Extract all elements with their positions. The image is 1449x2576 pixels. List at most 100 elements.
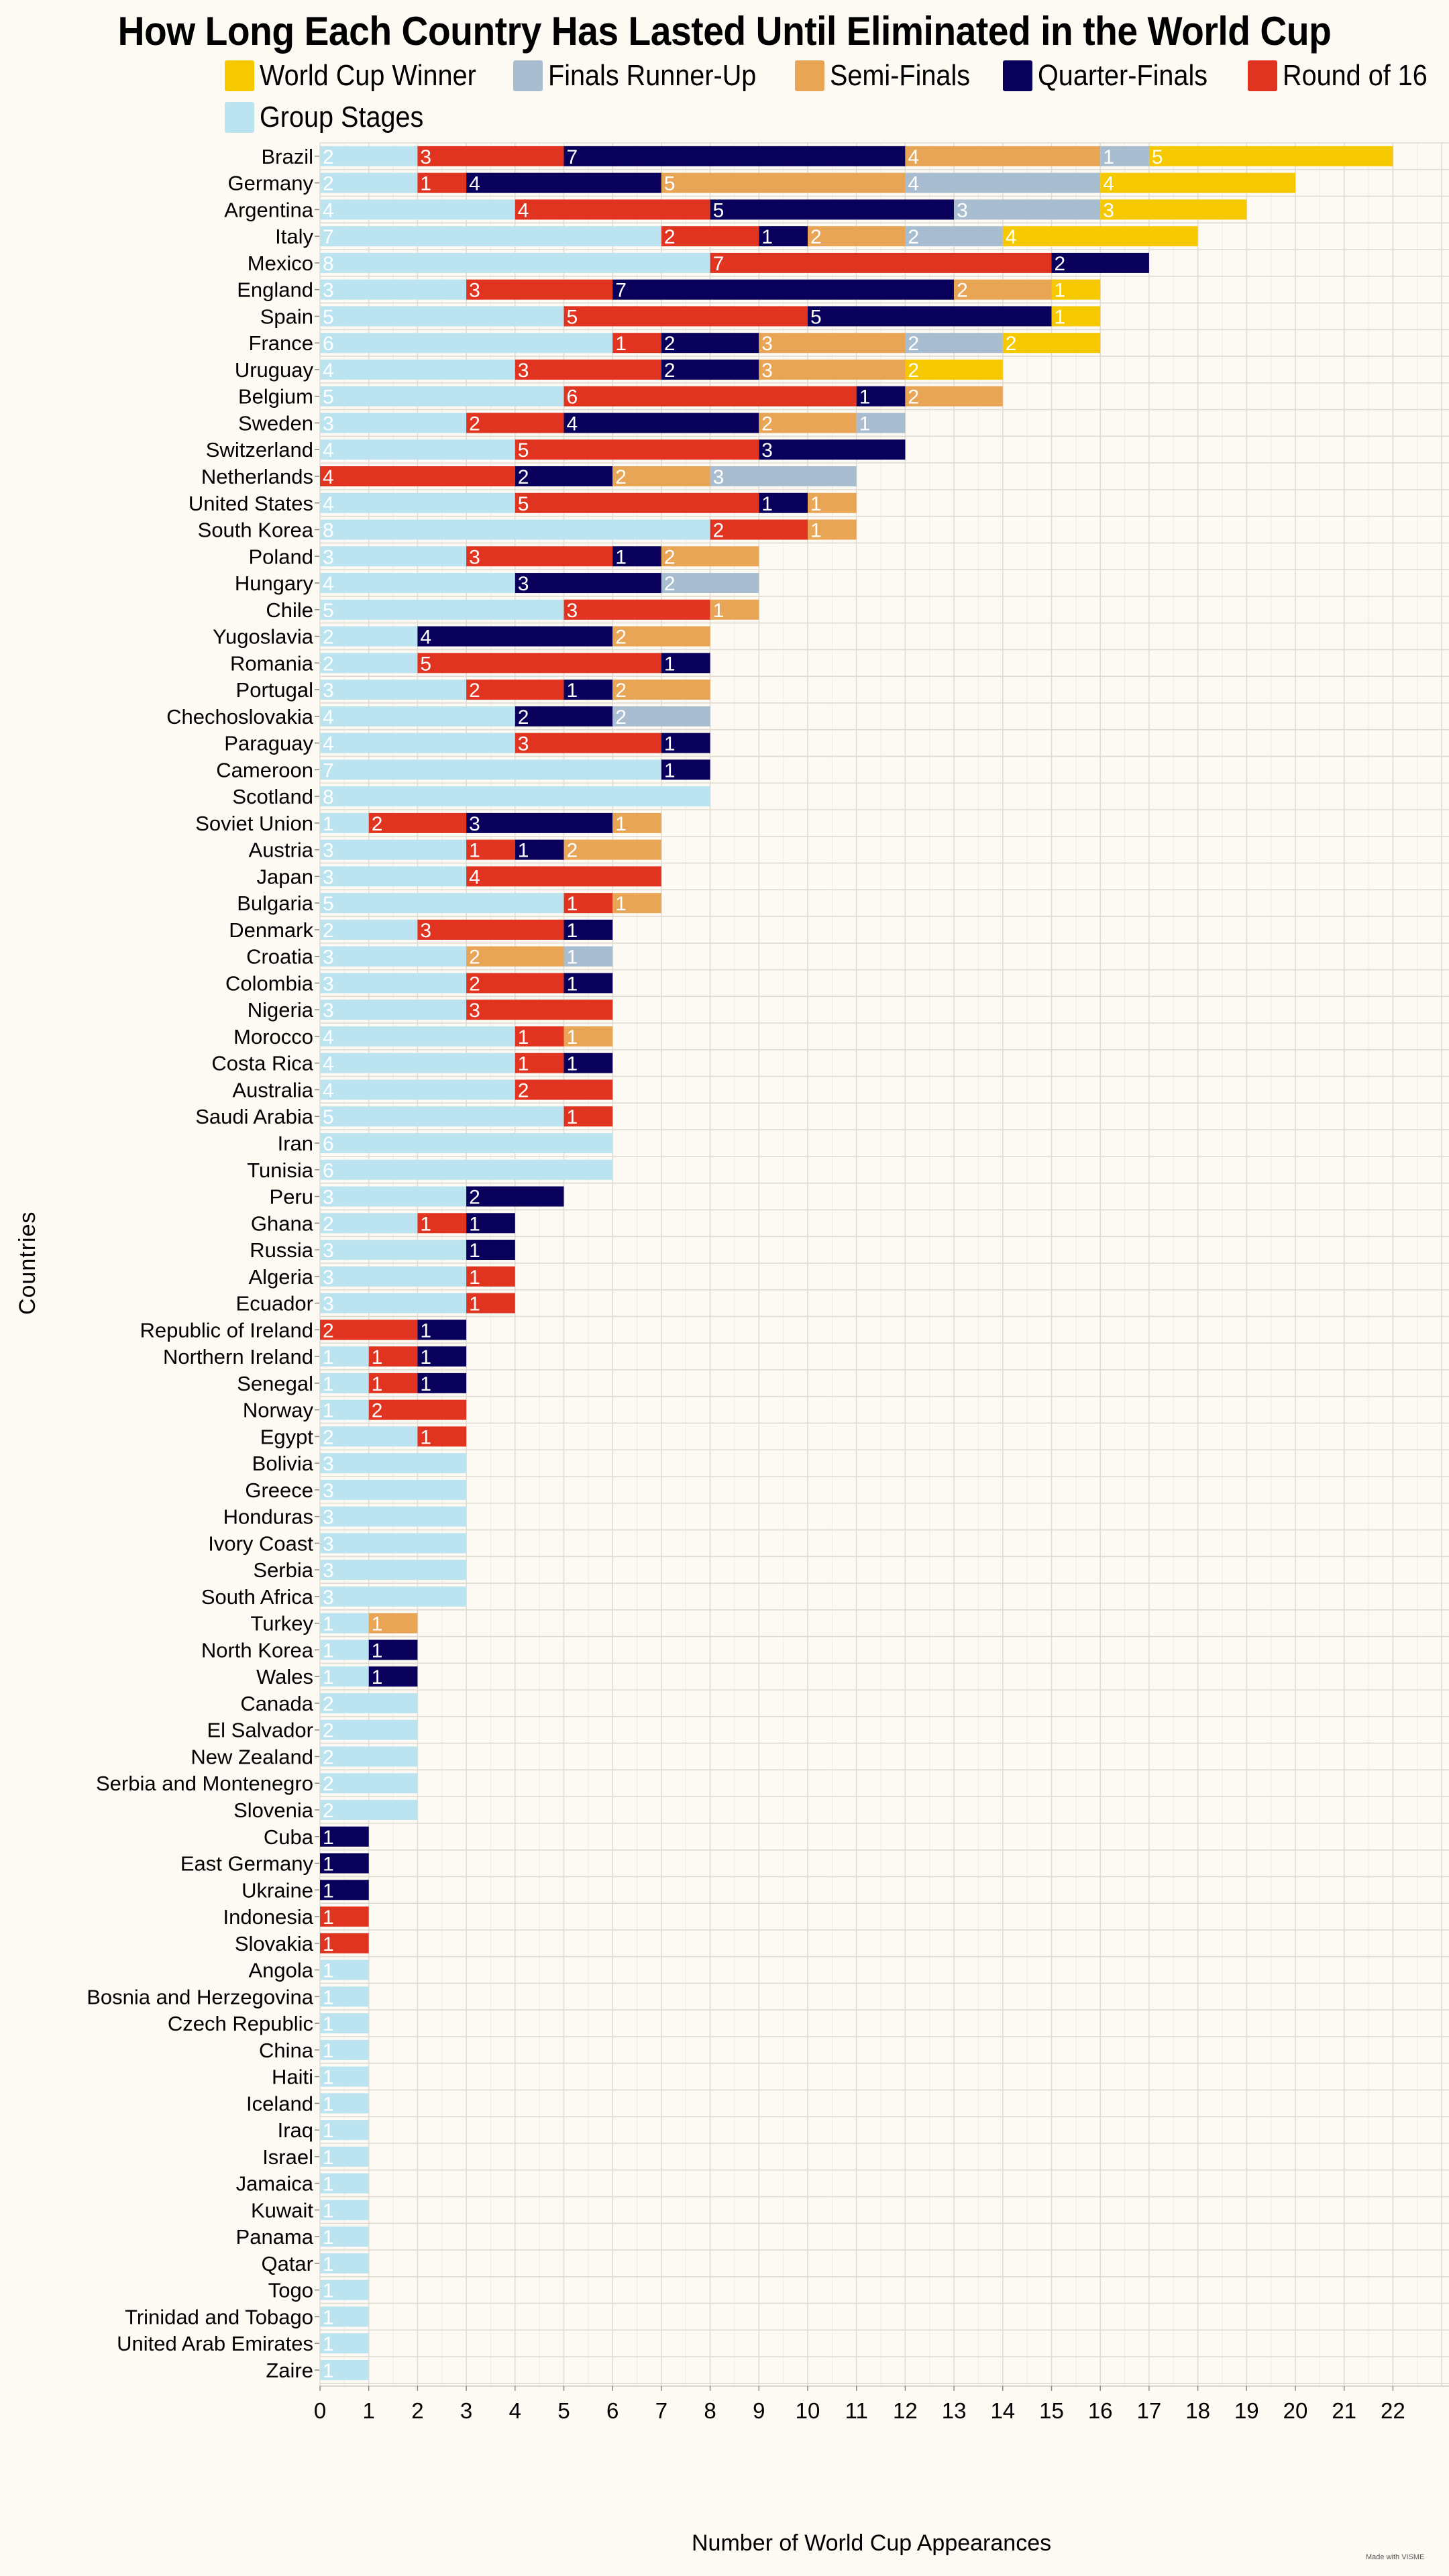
bar-data-label: 4 — [323, 466, 334, 488]
bar-data-label: 2 — [469, 680, 480, 702]
bar-segment-group — [320, 2120, 369, 2141]
bar-data-label: 3 — [469, 280, 480, 302]
bar-segment-qf — [564, 413, 759, 433]
bar-segment-group — [320, 626, 418, 647]
bar-data-label: 3 — [323, 1267, 334, 1289]
y-tick-label: Saudi Arabia — [195, 1105, 314, 1128]
x-axis-title: Number of World Cup Appearances — [692, 2530, 1052, 2556]
y-tick-label: Portugal — [236, 678, 313, 702]
x-tick-label: 1 — [363, 2398, 375, 2423]
bar-data-label: 3 — [323, 680, 334, 702]
bar-data-label: 3 — [957, 199, 968, 221]
bar-segment-group — [320, 1640, 369, 1660]
y-tick-label: Russia — [250, 1238, 314, 1262]
x-tick-label: 3 — [460, 2398, 472, 2423]
bar-segment-qf — [515, 466, 613, 486]
bar-data-label: 1 — [323, 2333, 334, 2355]
bar-segment-sf — [759, 413, 857, 433]
bar-segment-r16 — [466, 413, 564, 433]
bar-segment-qf — [515, 839, 564, 860]
bar-segment-r16 — [466, 1266, 515, 1287]
bar-data-label: 2 — [469, 973, 480, 995]
bar-segment-r16 — [515, 1026, 564, 1046]
bar-segment-group — [320, 2333, 369, 2354]
bar-data-label: 1 — [323, 1346, 334, 1368]
bar-data-label: 1 — [372, 1666, 383, 1688]
bar-data-label: 8 — [323, 253, 334, 275]
bar-segment-win — [1148, 146, 1393, 166]
bar-segment-group — [320, 893, 564, 914]
y-tick-label: Brazil — [261, 145, 313, 168]
bar-segment-r16 — [515, 492, 759, 513]
y-tick-label: Paraguay — [224, 732, 313, 755]
bar-data-label: 2 — [323, 1213, 334, 1235]
y-tick-label: Scotland — [232, 785, 313, 808]
bar-data-label: 2 — [372, 813, 383, 835]
bar-segment-qf — [466, 812, 613, 833]
bar-segment-ru — [856, 413, 906, 433]
bar-segment-group — [320, 172, 418, 193]
bar-data-label: 1 — [615, 813, 627, 835]
x-tick-label: 20 — [1283, 2398, 1308, 2423]
x-tick-label: 12 — [893, 2398, 918, 2423]
bar-data-label: 1 — [664, 759, 676, 782]
x-tick-label: 14 — [990, 2398, 1015, 2423]
bar-segment-r16 — [710, 252, 1052, 273]
bar-segment-group — [320, 573, 515, 594]
bar-data-label: 2 — [323, 1720, 334, 1742]
bar-segment-sf — [759, 359, 906, 380]
bar-segment-group — [320, 1453, 467, 1474]
bar-data-label: 4 — [323, 1079, 334, 1102]
bar-data-label: 7 — [323, 759, 334, 782]
y-tick-label: Qatar — [261, 2252, 313, 2275]
y-tick-label: Chechoslovakia — [166, 705, 314, 729]
bar-segment-r16 — [466, 839, 515, 860]
y-tick-label: Nigeria — [248, 998, 314, 1022]
x-tick-label: 19 — [1234, 2398, 1259, 2423]
y-tick-label: Bolivia — [252, 1452, 314, 1475]
bar-segment-group — [320, 1719, 418, 1740]
bar-segment-group — [320, 146, 418, 166]
bar-data-label: 2 — [664, 226, 676, 248]
bar-data-label: 3 — [323, 866, 334, 888]
bar-segment-r16 — [564, 386, 857, 407]
bar-segment-group — [320, 2253, 369, 2273]
bar-data-label: 1 — [323, 813, 334, 835]
bar-data-label: 1 — [323, 2013, 334, 2035]
bar-data-label: 1 — [1055, 280, 1066, 302]
bar-segment-group — [320, 439, 515, 460]
y-tick-label: East Germany — [180, 1852, 314, 1876]
bar-data-label: 3 — [323, 1453, 334, 1475]
bar-data-label: 1 — [469, 1240, 480, 1262]
bar-segment-qf — [759, 226, 808, 247]
y-tick-label: Switzerland — [206, 438, 313, 462]
bar-data-label: 4 — [323, 1053, 334, 1075]
bar-data-label: 2 — [713, 520, 724, 542]
bar-data-label: 3 — [323, 1240, 334, 1262]
bar-segment-r16 — [368, 1399, 467, 1420]
y-tick-label: Sweden — [238, 411, 313, 435]
bar-data-label: 1 — [323, 1854, 334, 1876]
bar-segment-ru — [905, 226, 1003, 247]
bar-segment-sf — [612, 680, 710, 700]
bar-data-label: 5 — [713, 199, 724, 221]
bar-data-label: 2 — [323, 653, 334, 675]
bar-data-label: 1 — [615, 546, 627, 568]
bar-segment-r16 — [320, 1320, 418, 1340]
x-tick-label: 8 — [704, 2398, 716, 2423]
y-tick-label: Hungary — [235, 572, 314, 595]
bar-segment-group — [320, 2306, 369, 2327]
bar-data-label: 3 — [1103, 199, 1114, 221]
bar-segment-group — [320, 1293, 467, 1313]
bar-segment-group — [320, 1213, 418, 1234]
bar-data-label: 1 — [469, 840, 480, 862]
legend-label: Semi-Finals — [830, 59, 971, 92]
bar-segment-group — [320, 252, 710, 273]
bar-segment-r16 — [564, 1106, 613, 1127]
bar-segment-group — [320, 492, 515, 513]
y-tick-label: Morocco — [233, 1025, 313, 1049]
bar-data-label: 1 — [323, 2200, 334, 2222]
bar-data-label: 3 — [761, 439, 773, 462]
bar-segment-group — [320, 2039, 369, 2060]
bar-segment-qf — [515, 706, 613, 727]
